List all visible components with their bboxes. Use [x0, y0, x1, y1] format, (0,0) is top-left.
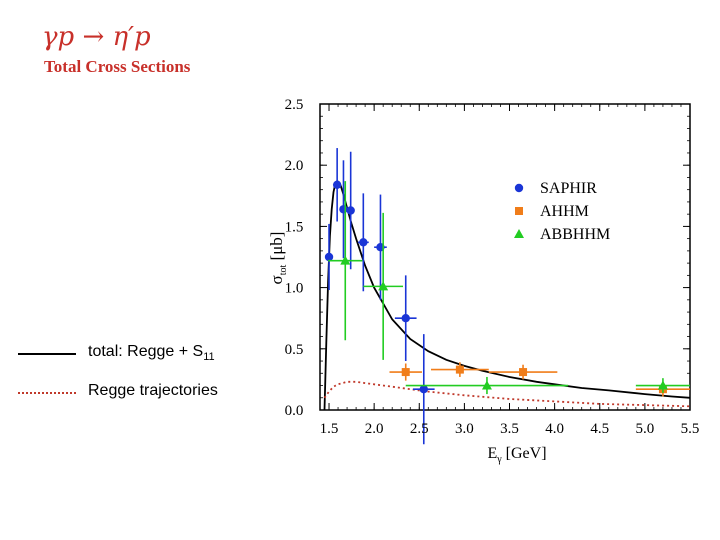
- x-tick-label: 5.0: [636, 421, 655, 437]
- ahhm-data-point: [401, 368, 410, 377]
- x-tick-label: 2.0: [365, 421, 384, 437]
- x-tick-label: 3.5: [500, 421, 519, 437]
- ahhm-data-point: [519, 368, 528, 377]
- x-tick-label: 4.0: [545, 421, 564, 437]
- saphir-data-point: [359, 238, 368, 247]
- ahhm-data-point: [455, 365, 464, 374]
- saphir-data-point: [419, 384, 428, 394]
- abbhhm-data-point: [378, 281, 389, 291]
- x-tick-label: 5.5: [681, 421, 700, 437]
- saphir-data-point: [401, 314, 410, 323]
- x-tick-label: 4.5: [590, 421, 609, 437]
- x-tick-label: 1.5: [320, 421, 339, 437]
- curve-legend: total: Regge + S11 Regge trajectories: [0, 0, 330, 540]
- y-tick-label: 2.0: [285, 158, 304, 174]
- reaction-title: γp → η′p: [42, 22, 151, 52]
- y-tick-label: 1.5: [285, 219, 304, 235]
- ahhm-legend-label: AHHM: [540, 203, 589, 220]
- dotted-line-swatch: [18, 392, 76, 394]
- abbhhm-data-point: [340, 255, 351, 265]
- abbhhm-legend-marker: [514, 229, 524, 238]
- saphir-data-point: [346, 206, 355, 215]
- abbhhm-data-point: [657, 380, 668, 390]
- y-axis-label: σtot [μb]: [267, 232, 289, 285]
- y-tick-label: 0.5: [285, 342, 304, 358]
- saphir-data-point: [324, 252, 334, 262]
- plot-frame: [319, 103, 691, 411]
- solid-line-swatch: [18, 353, 76, 355]
- y-tick-label: 1.0: [285, 281, 304, 297]
- x-axis-label: Eγ [GeV]: [487, 445, 546, 465]
- legend-entry-total: total: Regge + S11: [18, 343, 318, 363]
- legend-label-total: total: Regge + S11: [88, 343, 215, 364]
- abbhhm-data-point: [481, 380, 492, 390]
- saphir-data-point: [339, 205, 348, 214]
- legend-label-regge: Regge trajectories: [88, 382, 218, 399]
- saphir-legend-marker: [514, 183, 524, 193]
- abbhhm-legend-label: ABBHHM: [540, 226, 610, 243]
- y-tick-label: 2.5: [285, 97, 304, 113]
- ahhm-legend-marker: [515, 207, 523, 215]
- legend-entry-regge: Regge trajectories: [18, 382, 318, 402]
- x-tick-label: 2.5: [410, 421, 429, 437]
- saphir-legend-label: SAPHIR: [540, 180, 597, 197]
- x-tick-label: 3.0: [455, 421, 474, 437]
- y-tick-label: 0.0: [285, 403, 304, 419]
- chart-subtitle: Total Cross Sections: [44, 57, 191, 76]
- saphir-data-point: [332, 180, 342, 189]
